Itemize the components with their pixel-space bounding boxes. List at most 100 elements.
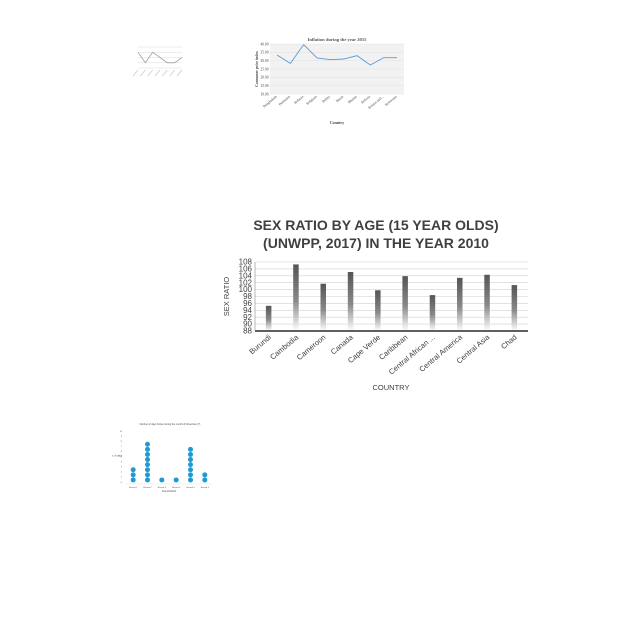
y-tick-label: 6 (121, 451, 123, 453)
y-tick-label: 3 (121, 467, 123, 469)
bar (457, 277, 463, 331)
x-axis-label: Country (330, 120, 344, 125)
line-series (137, 51, 183, 64)
data-point (145, 467, 150, 473)
chart-inflation-svg: Inflation during the year 2015 10.00 15.00… (255, 37, 404, 125)
chart-thumbnail-svg (132, 46, 183, 77)
x-tick-label: Round 2 (143, 487, 152, 489)
y-tick-label: 92 (243, 313, 252, 322)
tick-label (132, 69, 139, 77)
x-tick-label: Round 4 (172, 487, 181, 489)
x-tick-label: Barbados (278, 94, 291, 106)
y-tick-label: 40.00 (260, 42, 268, 46)
y-tick-label: 5 (121, 456, 123, 458)
data-point (173, 477, 179, 483)
x-tick-label: Botswana (384, 94, 398, 106)
y-tick-label: 30.00 (260, 59, 268, 63)
data-point (130, 477, 136, 483)
x-tick-label: Belize (321, 94, 331, 103)
y-tick-label: 94 (243, 306, 252, 315)
tick-label (147, 69, 153, 77)
chart-dot-plot-svg: Number of days frozen during the month o… (110, 423, 212, 493)
chart-title: Number of days frozen during the month o… (140, 423, 201, 426)
chart-sex-ratio: SEX RATIO BY AGE (15 YEAR OLDS) (UNWPP, 2… (215, 210, 540, 395)
bar (347, 272, 354, 331)
x-tick-label: Belgium (306, 95, 318, 106)
data-point (130, 467, 136, 473)
data-point (145, 451, 150, 457)
chart-title-line-1: SEX RATIO BY AGE (15 YEAR OLDS) (253, 217, 498, 233)
y-tick-label: 96 (243, 299, 252, 308)
data-point (145, 477, 150, 483)
data-point (145, 462, 150, 468)
y-tick-label: 20.00 (260, 76, 268, 80)
y-tick-label: 106 (239, 265, 253, 274)
data-point (202, 477, 208, 483)
data-point (188, 457, 193, 463)
chart-title: Inflation during the year 2015 (308, 37, 368, 42)
x-tick-label: Cameroon (295, 333, 328, 362)
y-tick-label: 98 (243, 292, 252, 301)
chart-title-line-2: (UNWPP, 2017) IN THE YEAR 2010 (263, 235, 489, 251)
bar (293, 264, 299, 331)
x-tick-label: Benin (335, 95, 344, 104)
data-point (202, 472, 208, 478)
y-tick-label: 35.00 (260, 51, 268, 55)
x-tick-label: Round 1 (129, 487, 138, 489)
data-point (188, 451, 193, 457)
y-tick-label: 7 (121, 446, 123, 448)
y-tick-label: 0 (121, 482, 123, 484)
x-tick-label: Bolivia (360, 94, 371, 104)
y-tick-label: 88 (243, 327, 252, 336)
y-tick-label: 100 (239, 285, 253, 294)
x-axis-label: Sound Month (162, 490, 177, 493)
x-tick-label: Bangladesh (262, 95, 278, 109)
y-axis-label: No. of days (112, 455, 123, 458)
bar (375, 290, 381, 331)
y-tick-label: 9 (121, 436, 123, 438)
x-tick-label: Bhutan (347, 95, 358, 105)
data-point (188, 472, 193, 478)
data-point (188, 467, 193, 473)
y-tick-label: 90 (243, 320, 252, 329)
x-tick-label: Round 6 (201, 487, 210, 489)
tick-label (154, 69, 161, 77)
y-tick-label: 1 (121, 477, 123, 479)
data-point (145, 472, 150, 478)
y-tick-label: 104 (239, 271, 253, 280)
data-point (188, 477, 193, 483)
y-axis-label: Consumer price index (255, 51, 259, 87)
y-tick-label: 102 (239, 278, 253, 287)
bar (429, 295, 436, 331)
tick-label (176, 69, 183, 77)
chart-dot-plot: Number of days frozen during the month o… (110, 420, 222, 495)
tick-label (140, 69, 146, 77)
x-tick-label: Round 5 (186, 487, 195, 489)
data-point (188, 446, 193, 452)
chart-inflation: Inflation during the year 2015 10.00 15.00… (252, 34, 412, 130)
bar (265, 305, 272, 331)
data-point (130, 472, 136, 478)
data-point (145, 446, 150, 452)
line-series (276, 43, 397, 66)
data-point (159, 477, 165, 483)
bar (320, 283, 326, 331)
bar (484, 274, 490, 331)
data-point (188, 462, 193, 468)
y-tick-label: 10.00 (260, 92, 268, 96)
y-tick-label: 2 (121, 472, 123, 474)
x-tick-label: Round 3 (158, 487, 167, 489)
chart-thumbnail-line (128, 42, 186, 82)
bar (402, 276, 408, 331)
data-point (145, 441, 150, 447)
y-tick-label: 10 (120, 431, 123, 433)
y-tick-label: 4 (121, 461, 123, 463)
y-tick-label: 108 (239, 258, 253, 267)
y-axis-label: SEX RATIO (222, 277, 231, 317)
chart-sex-ratio-svg: SEX RATIO BY AGE (15 YEAR OLDS) (UNWPP, 2… (222, 217, 528, 392)
y-tick-label: 8 (121, 441, 123, 443)
x-tick-label: Chad (499, 333, 519, 351)
y-tick-label: 15.00 (260, 84, 268, 88)
tick-label (162, 69, 168, 77)
x-axis-label: COUNTRY (373, 383, 410, 392)
